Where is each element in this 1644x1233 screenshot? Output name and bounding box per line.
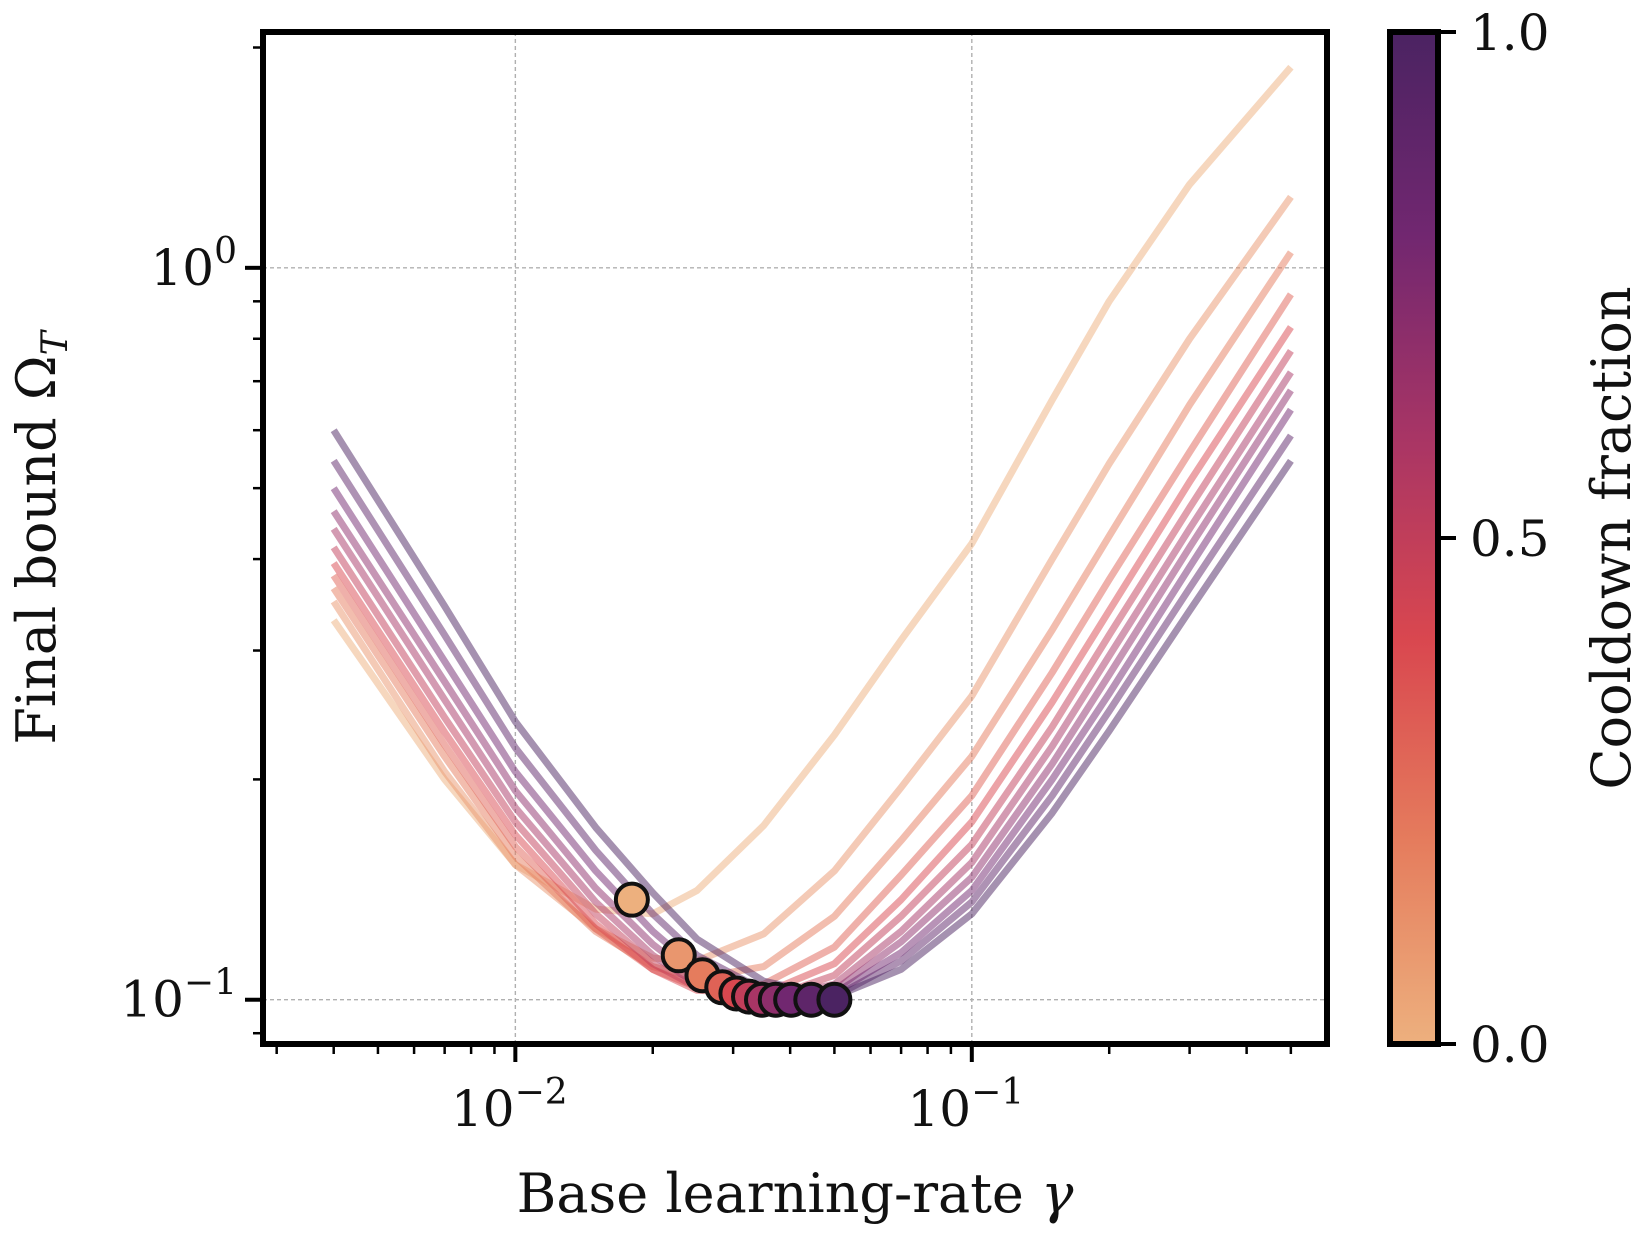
y-tick-label: 100 xyxy=(150,231,237,297)
x-tick-label: 10−2 xyxy=(451,1072,568,1138)
colorbar-tick-label: 0.5 xyxy=(1470,510,1550,568)
colorbar xyxy=(1387,29,1441,1047)
optimum-markers xyxy=(613,881,853,1018)
series-lines xyxy=(330,64,1294,1004)
colorbar-label: Cooldown fraction xyxy=(1580,286,1643,789)
x-axis-label: Base learning-rate γ xyxy=(517,1162,1074,1225)
y-axis-label: Final bound ΩT xyxy=(5,328,76,744)
x-tick-label: 10−1 xyxy=(907,1072,1024,1138)
series-line xyxy=(330,325,1294,997)
optimum-marker xyxy=(660,937,697,974)
series-line xyxy=(330,250,1294,982)
series-line xyxy=(330,194,1294,965)
colorbar-tick-label: 1.0 xyxy=(1470,4,1550,62)
series-line xyxy=(330,388,1294,1004)
colorbar-ticks: 0.0 0.5 1.0 xyxy=(1441,4,1550,1074)
colorbar-tick-label: 0.0 xyxy=(1470,1016,1550,1074)
y-tick-label: 10−1 xyxy=(120,963,237,1029)
plot-frame xyxy=(260,29,1330,1047)
series-line xyxy=(330,292,1294,991)
x-axis-ticks: 10−2 10−1 xyxy=(275,1047,1293,1138)
optimum-marker xyxy=(816,981,853,1018)
series-line xyxy=(330,407,1294,1001)
y-axis-ticks: 10−1 100 xyxy=(120,46,260,1035)
optimum-marker xyxy=(613,881,650,918)
